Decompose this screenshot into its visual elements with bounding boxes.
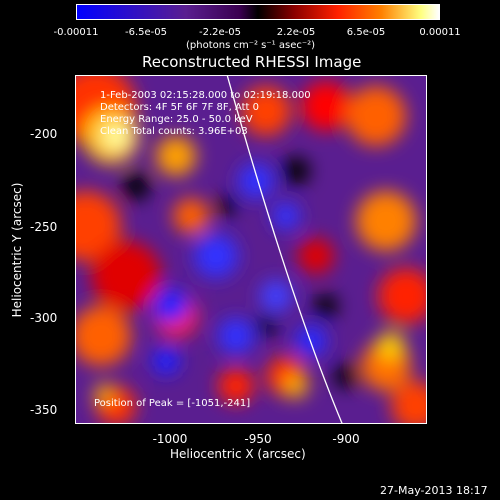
y-tick-label: -200 (30, 127, 58, 141)
colorbar-tick: -2.2e-05 (199, 27, 241, 38)
heatmap-blob (76, 306, 131, 366)
colorbar (76, 4, 440, 20)
heatmap-blob (216, 196, 236, 216)
y-tick-label: -350 (30, 403, 58, 417)
heatmap-blob (284, 374, 308, 398)
heatmap-blob (238, 163, 274, 199)
peak-position: Position of Peak = [-1051,-241] (94, 398, 251, 409)
heatmap-blob (377, 332, 405, 360)
colorbar-tick: -6.5e-05 (125, 27, 167, 38)
heatmap-blob (218, 368, 254, 404)
colorbar-unit: (photons cm⁻² s⁻¹ asec⁻²) (186, 40, 316, 51)
heatmap-blob (94, 384, 114, 404)
heatmap-blob (241, 86, 291, 136)
heatmap-blob (218, 318, 254, 354)
heatmap-blob (346, 86, 406, 146)
heatmap-blob (298, 238, 334, 274)
heatmap-blob (173, 198, 209, 234)
x-axis-label: Heliocentric X (arcsec) (170, 447, 306, 461)
colorbar-tick: 2.2e-05 (276, 27, 316, 38)
annotation-energy: Energy Range: 25.0 - 50.0 keV (100, 114, 253, 125)
heatmap-blob (122, 172, 150, 200)
heatmap-blob (272, 202, 300, 230)
x-tick-label: -900 (332, 432, 360, 446)
heatmap-blob (356, 191, 416, 251)
heatmap-blob (153, 288, 189, 324)
colorbar-tick: -0.00011 (53, 27, 99, 38)
annotation-detectors: Detectors: 4F 5F 6F 7F 8F, Att 0 (100, 102, 260, 113)
heatmap-blob (378, 268, 426, 324)
y-tick-label: -250 (30, 220, 58, 234)
y-tick-label: -300 (30, 311, 58, 325)
heatmap-blob (152, 347, 180, 375)
heatmap-blob (301, 81, 351, 131)
heatmap (76, 76, 426, 423)
solar-limb-line (226, 76, 343, 423)
heatmap-blob (102, 122, 130, 150)
heatmap-blob (260, 280, 292, 312)
x-tick-label: -1000 (152, 432, 188, 446)
heatmap-blob (91, 241, 161, 311)
y-axis-label: Heliocentric Y (arcsec) (10, 182, 24, 318)
annotation-clean: Clean Total counts: 3.96E+03 (100, 126, 248, 137)
heatmap-blob (156, 136, 196, 176)
heatmap-blob (76, 191, 121, 261)
heatmap-blob (334, 364, 358, 388)
colorbar-tick: 0.00011 (419, 27, 461, 38)
colorbar-tick: 6.5e-05 (346, 27, 386, 38)
plot-area: 1-Feb-2003 02:15:28.000 to 02:19:18.000 … (75, 75, 427, 424)
heatmap-blob (256, 316, 276, 336)
heatmap-blob (391, 381, 426, 423)
x-tick-label: -950 (244, 432, 272, 446)
chart-title: Reconstructed RHESSI Image (142, 53, 362, 71)
heatmap-blob (282, 157, 310, 185)
annotation-time: 1-Feb-2003 02:15:28.000 to 02:19:18.000 (100, 90, 311, 101)
heatmap-blob (314, 294, 338, 318)
footer-date: 27-May-2013 18:17 (380, 484, 488, 497)
heatmap-blob (194, 234, 238, 278)
